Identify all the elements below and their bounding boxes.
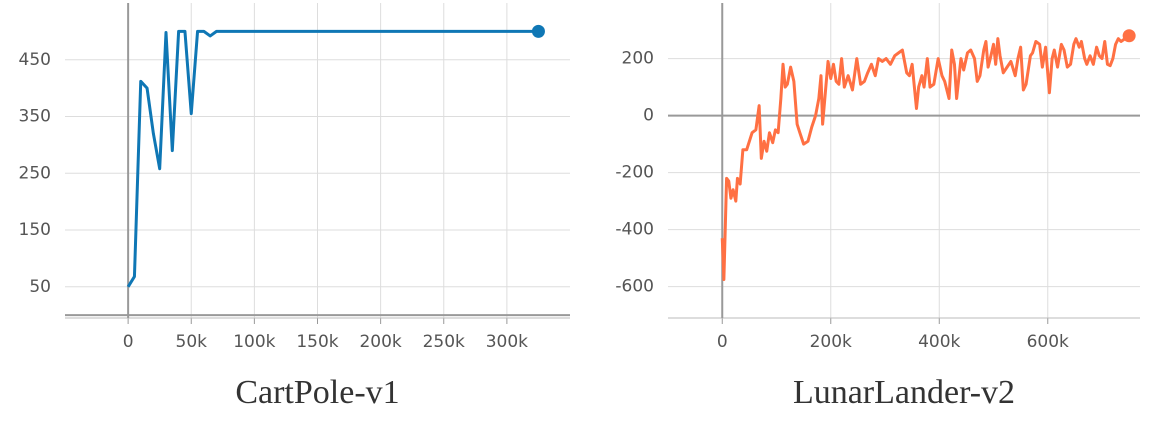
end-point: [1122, 29, 1136, 43]
y-tick-label: 250: [19, 163, 51, 183]
x-tick-label: 50k: [176, 332, 208, 352]
x-tick-label: 200k: [810, 332, 852, 352]
y-tick-label: 350: [19, 107, 51, 127]
y-tick-label: -600: [615, 277, 654, 297]
x-tick-label: 300k: [486, 332, 528, 352]
y-tick-label: 450: [19, 50, 51, 70]
chart-title: LunarLander-v2: [793, 374, 1015, 411]
chart-title: CartPole-v1: [235, 374, 399, 411]
y-tick-label: 0: [643, 106, 654, 126]
x-tick-label: 250k: [423, 332, 465, 352]
y-tick-label: -200: [615, 163, 654, 183]
x-tick-label: 0: [717, 332, 728, 352]
y-tick-label: 200: [622, 49, 654, 69]
data-line: [126, 29, 539, 288]
x-tick-label: 400k: [918, 332, 960, 352]
y-tick-label: 50: [29, 277, 51, 297]
y-tick-label: -400: [615, 220, 654, 240]
end-point: [531, 24, 545, 38]
x-tick-label: 0: [123, 332, 134, 352]
y-tick-label: 150: [19, 220, 51, 240]
x-tick-label: 200k: [359, 332, 401, 352]
x-tick-label: 100k: [233, 332, 275, 352]
x-tick-label: 600k: [1027, 332, 1069, 352]
x-tick-label: 150k: [296, 332, 338, 352]
data-line: [720, 34, 1131, 282]
